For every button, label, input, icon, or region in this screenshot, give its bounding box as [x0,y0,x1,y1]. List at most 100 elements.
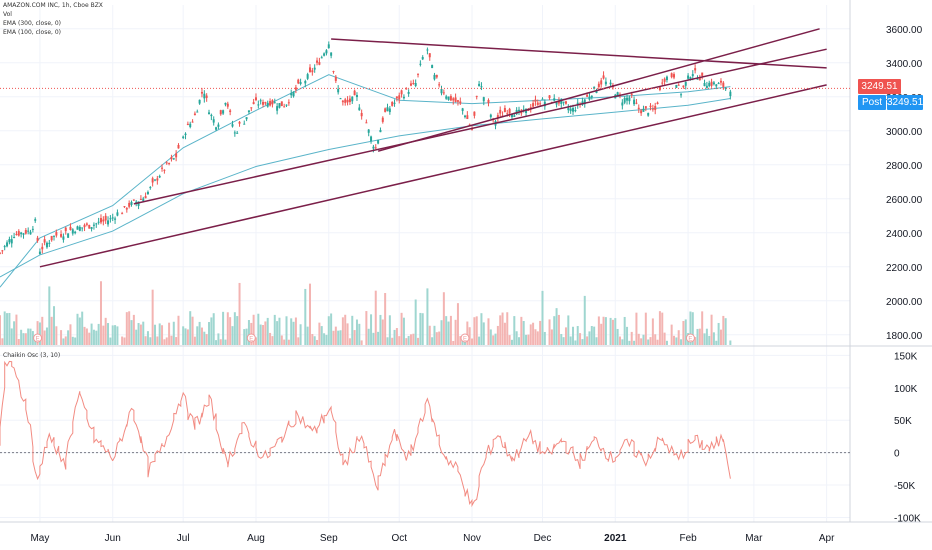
osc-tick-label: 50K [894,416,912,427]
candle-body [719,80,722,83]
candle-body [48,242,51,244]
volume-bar [125,312,128,345]
volume-bar [156,336,159,345]
volume-bar [435,332,438,345]
candle-body [684,81,687,86]
volume-bar [15,314,18,345]
price-tick-label: 2200.00 [886,263,923,274]
candle-body [266,102,269,107]
candle-body [38,251,41,255]
candle-body [459,101,462,104]
candle-body [393,102,396,104]
volume-bar [705,328,708,345]
volume-bar [459,336,462,345]
candle-body [548,95,551,99]
volume-bar [480,313,483,345]
time-tick-label: Aug [247,533,265,544]
ema-300-legend[interactable]: EMA (300, close, 0) [3,20,62,27]
volume-bar [50,316,53,345]
ema-100-legend[interactable]: EMA (100, close, 0) [3,29,62,36]
candle-body [123,206,126,208]
volume-bar [27,328,30,345]
candle-body [661,82,664,84]
volume-bar [316,339,319,345]
volume-bar [90,323,93,345]
candle-body [447,96,450,100]
candle-body [557,100,560,104]
volume-bar [24,333,27,345]
volume-bar [712,332,715,345]
candle-body [13,236,16,238]
time-tick-label: Jul [177,533,190,544]
volume-bar [62,338,65,345]
candle-body [480,86,483,88]
volume-bar [471,338,474,345]
candle-body [647,113,650,116]
price-tick-label: 1800.00 [886,331,923,342]
volume-bar [13,321,16,345]
candle-body [701,72,704,76]
candle-body [189,123,192,128]
volume-bar [374,290,377,345]
volume-bar [222,311,225,345]
candle-body [252,102,255,105]
candle-body [398,95,401,100]
candle-body [616,92,619,96]
candle-body [635,102,638,104]
oscillator-legend[interactable]: Chaikin Osc (3, 10) [3,352,61,359]
candle-body [534,99,537,102]
volume-bar [513,316,516,345]
candle-body [280,101,283,107]
candle-body [111,217,114,219]
volume-bar [149,337,152,345]
candle-body [560,100,563,105]
price-tick-label: 2000.00 [886,297,923,308]
volume-bar [684,319,687,345]
volume-bar [365,311,368,345]
candle-body [628,97,631,102]
candle-body [299,82,302,84]
volume-bar [280,335,283,345]
volume-bar [691,312,694,345]
candle-body [705,85,708,89]
candle-body [29,231,32,235]
volume-bar [548,319,551,345]
candle-body [654,105,657,111]
volume-bar [717,322,720,345]
volume-bar [69,324,72,345]
candle-body [344,99,347,103]
volume-bar [146,331,149,345]
candle-body [630,93,633,95]
volume-bar [600,323,603,345]
volume-bar [22,333,25,345]
volume-bar [400,312,403,345]
volume-bar [299,324,302,345]
volume-bar [651,318,654,345]
candle-body [691,74,694,77]
candle-body [149,187,152,189]
candle-body [186,123,189,125]
candle-body [290,93,293,96]
candle-body [553,98,556,101]
volume-bar [198,321,201,345]
volume-bar [99,281,102,345]
volume-bar [60,330,63,345]
volume-bar [611,319,614,345]
volume-legend[interactable]: Vol [3,11,12,18]
volume-bar [191,316,194,345]
volume-bar [412,333,415,345]
volume-bar [407,336,410,345]
volume-bar [130,320,133,345]
candle-body [276,106,279,111]
candle-body [41,246,44,250]
volume-bar [564,327,567,345]
symbol-legend[interactable]: AMAZON.COM INC, 1h, Cboe BZX [3,2,103,9]
candle-body [339,98,342,100]
candle-body [114,218,117,220]
volume-bar [698,328,701,345]
volume-bar [332,330,335,345]
volume-bar [586,336,589,345]
volume-bar [45,327,48,345]
candle-body [137,201,140,206]
candle-body [567,107,570,111]
